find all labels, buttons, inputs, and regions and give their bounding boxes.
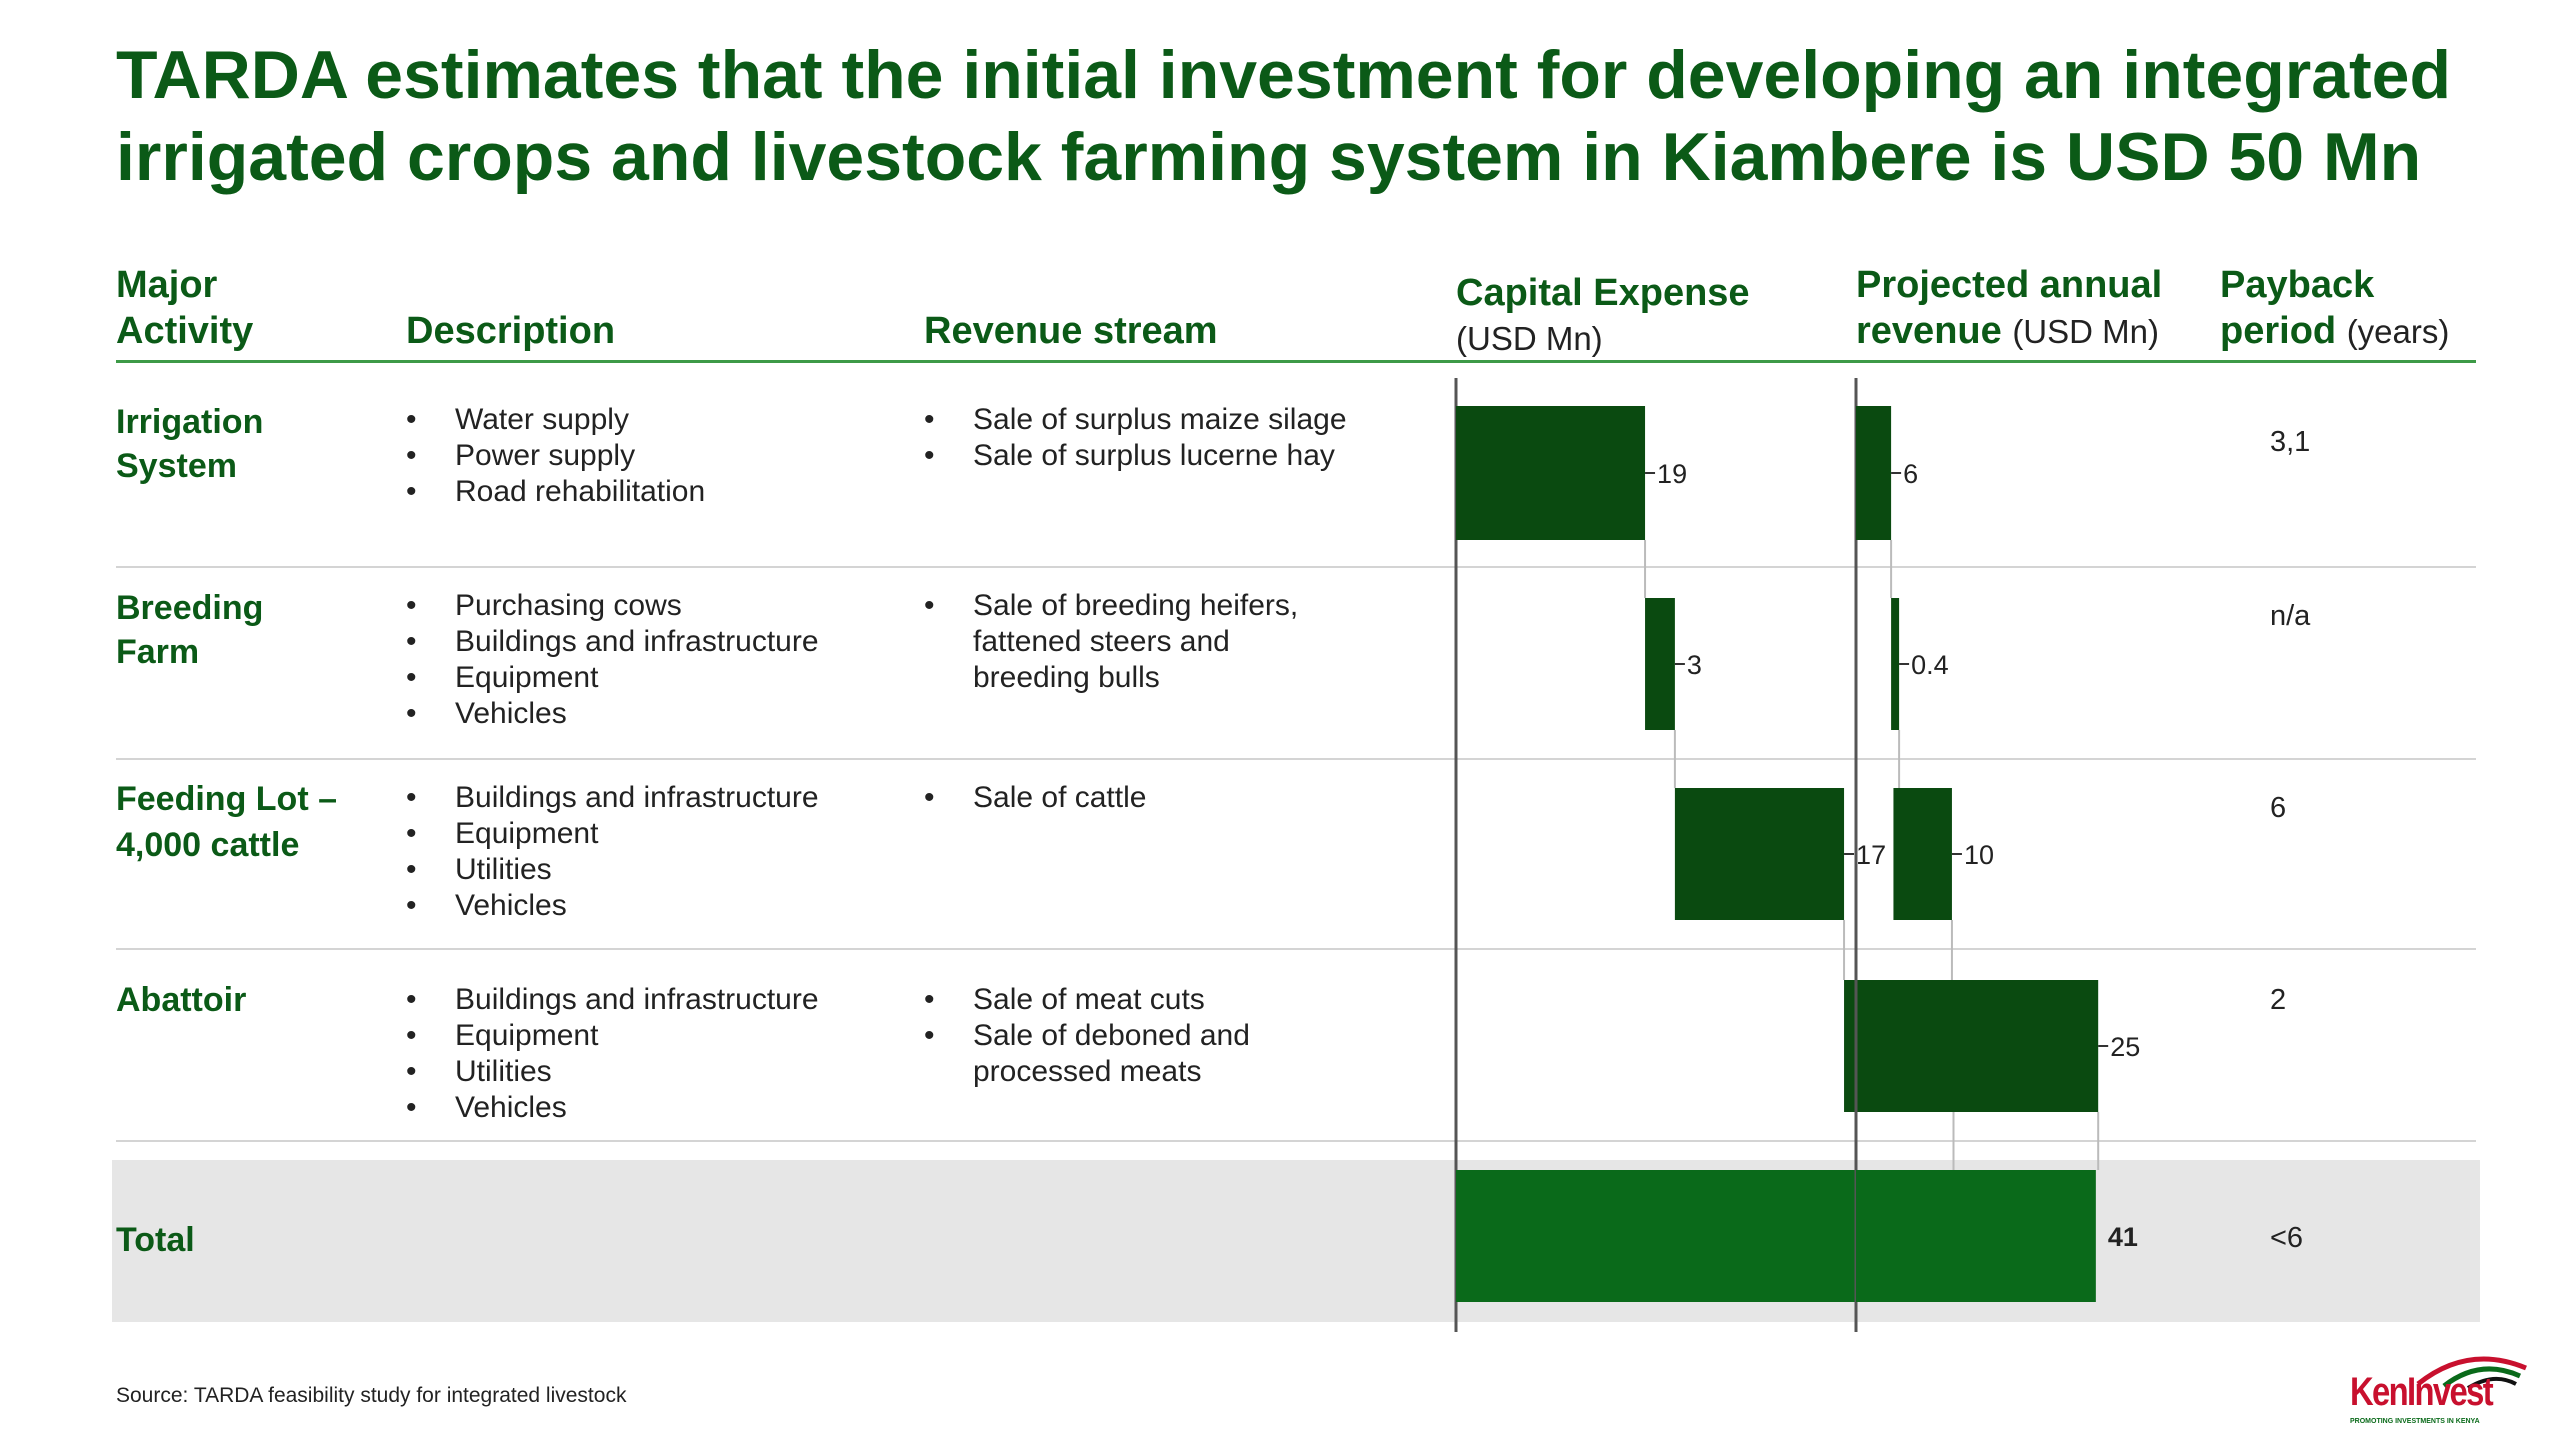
payback-value: 3,1	[2270, 426, 2311, 458]
activity-label: Feeding Lot –	[116, 780, 337, 818]
logo-swoosh-icon	[2416, 1356, 2527, 1390]
header-revenue-stream: Revenue stream	[924, 310, 1218, 352]
revenue-data-label: 10	[1964, 840, 1994, 870]
revenue-bar	[1893, 788, 1952, 920]
payback-value: 6	[2270, 792, 2287, 824]
description-item: Buildings and infrastructure	[406, 624, 819, 660]
header-divider	[116, 360, 2476, 363]
revenue-bar	[1856, 1170, 2096, 1302]
revenue-data-label: 41	[2108, 1222, 2138, 1252]
header-activity-line1: Major	[116, 264, 218, 306]
description-list: Buildings and infrastructure Equipment U…	[406, 982, 819, 1126]
description-list: Purchasing cows Buildings and infrastruc…	[406, 588, 819, 732]
description-item: Road rehabilitation	[406, 474, 705, 510]
source-note: Source: TARDA feasibility study for inte…	[116, 1384, 627, 1407]
total-payback-value: <6	[2270, 1222, 2304, 1254]
header-capex-title: Capital Expense	[1456, 272, 1750, 314]
revenue-stream-list: Sale of breeding heifers, fattened steer…	[924, 588, 1354, 696]
description-list: Water supply Power supply Road rehabilit…	[406, 402, 705, 510]
activity-abattoir: Abattoir	[116, 978, 446, 1022]
description-item: Water supply	[406, 402, 705, 438]
revenue-data-label: 25	[2110, 1032, 2140, 1062]
revenue-data-label: 0.4	[1911, 650, 1949, 680]
capex-bar	[1844, 980, 1954, 1112]
description-item: Buildings and infrastructure	[406, 982, 819, 1018]
capex-data-label: 17	[1856, 840, 1886, 870]
description-item: Utilities	[406, 852, 819, 888]
total-label: Total	[116, 1221, 195, 1259]
payback-value: 2	[2270, 984, 2287, 1016]
header-description: Description	[406, 310, 616, 352]
header-revenue-unit: (USD Mn)	[2012, 313, 2159, 350]
description-item: Vehicles	[406, 1090, 819, 1126]
description-item: Vehicles	[406, 696, 819, 732]
revenue-stream-item: Sale of cattle	[924, 780, 1364, 816]
header-capital-expense: Capital Expense (USD Mn)	[1456, 270, 1750, 362]
header-payback-line2: period	[2220, 310, 2337, 352]
description-item: Purchasing cows	[406, 588, 819, 624]
revenue-stream-item: Sale of surplus lucerne hay	[924, 438, 1364, 474]
logo-tagline: PROMOTING INVESTMENTS IN KENYA	[2350, 1418, 2480, 1425]
revenue-data-label: 6	[1903, 459, 1918, 489]
description-item: Utilities	[406, 1054, 819, 1090]
description-item: Equipment	[406, 660, 819, 696]
description-item: Vehicles	[406, 888, 819, 924]
row-divider	[116, 758, 2476, 760]
capex-bar	[1645, 598, 1675, 730]
revenue-bar	[1856, 406, 1892, 540]
revenue-bar	[1891, 598, 1900, 730]
revenue-stream-list: Sale of surplus maize silage Sale of sur…	[924, 402, 1364, 474]
capex-data-label: 19	[1657, 459, 1687, 489]
revenue-stream-item: Sale of meat cuts	[924, 982, 1324, 1018]
description-item: Power supply	[406, 438, 705, 474]
logo-name: KenInvest	[2350, 1370, 2494, 1414]
capex-bar	[1674, 788, 1845, 920]
revenue-stream-item: Sale of breeding heifers, fattened steer…	[924, 588, 1354, 696]
header-payback-unit: (years)	[2346, 313, 2450, 350]
keninvest-logo: KenInvest PROMOTING INVESTMENTS IN KENYA	[2348, 1340, 2528, 1432]
payback-value: n/a	[2270, 600, 2311, 632]
header-major-activity: Major Activity	[116, 262, 253, 354]
activity-irrigation-system: Irrigation System	[116, 400, 446, 488]
revenue-stream-list: Sale of meat cuts Sale of deboned and pr…	[924, 982, 1324, 1090]
revenue-stream-item: Sale of surplus maize silage	[924, 402, 1364, 438]
activity-breeding-farm: Breeding Farm	[116, 586, 446, 674]
activity-feeding-lot: Feeding Lot – 4,000 cattle	[116, 776, 446, 868]
header-capex-unit: (USD Mn)	[1456, 320, 1603, 357]
header-projected-revenue: Projected annual revenue (USD Mn)	[1856, 262, 2162, 355]
activity-label: Farm	[116, 633, 200, 671]
description-item: Equipment	[406, 816, 819, 852]
row-divider	[116, 566, 2476, 568]
header-activity-line2: Activity	[116, 310, 254, 352]
activity-label: System	[116, 447, 237, 485]
capex-data-label: 3	[1687, 650, 1702, 680]
description-list: Buildings and infrastructure Equipment U…	[406, 780, 819, 924]
description-item: Equipment	[406, 1018, 819, 1054]
revenue-bar	[1951, 980, 2099, 1112]
activity-label: Irrigation	[116, 403, 264, 441]
header-payback: Payback period (years)	[2220, 262, 2449, 355]
page-title: TARDA estimates that the initial investm…	[116, 37, 2452, 195]
capex-bar	[1456, 406, 1646, 540]
description-item: Buildings and infrastructure	[406, 780, 819, 816]
header-revenue-line1: Projected annual	[1856, 264, 2163, 306]
header-payback-line1: Payback	[2220, 264, 2375, 306]
row-divider	[116, 1140, 2476, 1142]
revenue-stream-list: Sale of cattle	[924, 780, 1364, 816]
row-divider	[116, 948, 2476, 950]
revenue-stream-item: Sale of deboned and processed meats	[924, 1018, 1324, 1090]
activity-label: Abattoir	[116, 981, 247, 1019]
activity-label: 4,000 cattle	[116, 826, 300, 864]
header-revenue-line2: revenue	[1856, 310, 2002, 352]
activity-label: Breeding	[116, 589, 264, 627]
